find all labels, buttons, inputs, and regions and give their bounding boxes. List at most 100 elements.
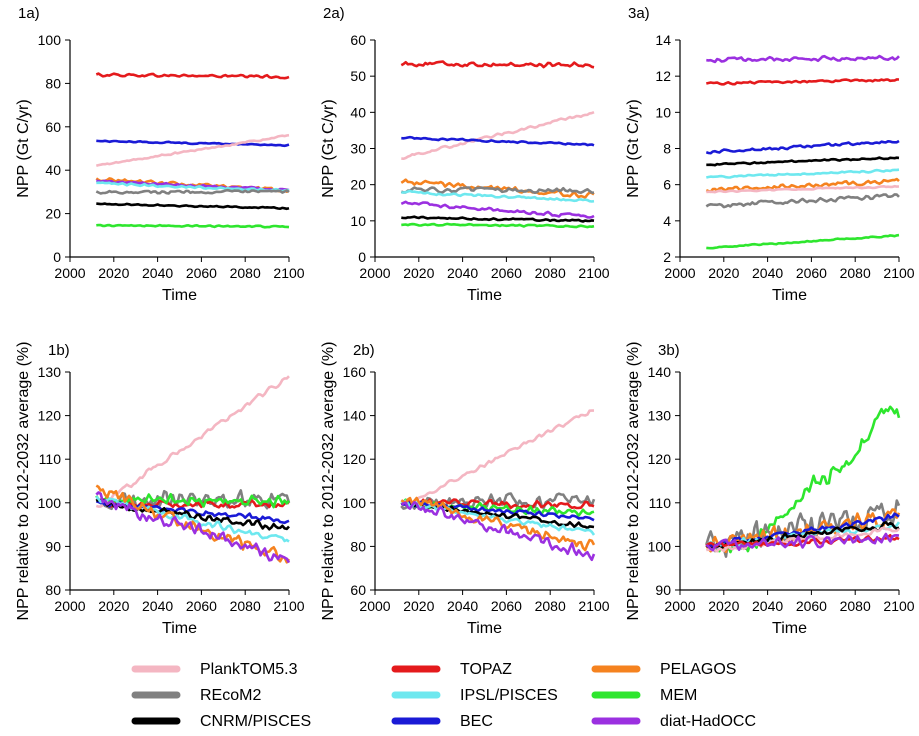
series-line-ipsl-pisces — [401, 189, 595, 203]
series-line-bec — [705, 139, 900, 155]
legend: PlankTOM5.3 TOPAZ PELAGOS REcoM2 IPSL/PISCES… — [131, 661, 756, 730]
x-tick-label: 2100 — [578, 265, 609, 281]
y-tick-label: 60 — [350, 32, 366, 48]
x-tick-label: 2000 — [359, 265, 390, 281]
series-line-planktom5-3 — [95, 133, 290, 167]
series-line-topaz — [400, 60, 595, 69]
y-tick-label: 100 — [343, 495, 367, 511]
x-tick-label: 2060 — [796, 265, 827, 281]
y-tick-label: 110 — [649, 495, 672, 511]
y-tick-label: 160 — [343, 364, 367, 380]
panel-2a: 2a) 0 10 20 30 40 50 60 2000 2020 2040 2060 2080 2100… — [320, 5, 610, 304]
x-tick-label: 2000 — [54, 598, 85, 614]
y-tick-label: 100 — [38, 32, 62, 48]
y-tick-label: 50 — [350, 68, 366, 84]
x-tick-label: 2060 — [186, 265, 217, 281]
y-tick-label: 80 — [45, 75, 61, 91]
y-tick-label: 60 — [45, 119, 61, 135]
series-line-diat-hadocc — [705, 532, 900, 552]
panel-1b: 1b) 80 90 100 110 120 130 2000 2020 2040 2060 2080 2… — [15, 342, 305, 637]
legend-label-diat-hadocc: diat-HadOCC — [660, 713, 756, 730]
y-tick-label: 8 — [663, 141, 671, 157]
y-tick-label: 80 — [350, 538, 366, 554]
y-tick-label: 6 — [663, 177, 671, 193]
y-tick-label: 140 — [648, 364, 672, 380]
x-tick-label: 2040 — [447, 265, 478, 281]
series-line-mem — [96, 223, 290, 229]
series-line-ipsl-pisces — [706, 168, 900, 179]
y-axis-label: NPP relative to 2012-2032 average (%) — [15, 342, 32, 621]
x-tick-label: 2080 — [535, 265, 566, 281]
y-tick-label: 20 — [45, 206, 61, 222]
x-tick-label: 2040 — [447, 598, 478, 614]
panel-label: 1b) — [48, 342, 70, 359]
x-tick-label: 2100 — [273, 598, 304, 614]
panel-3b: 3b) 90 100 110 120 130 140 2000 2020 2040 2060 2080… — [625, 342, 915, 637]
x-tick-label: 2080 — [230, 598, 261, 614]
series-line-diat-hadocc — [400, 200, 595, 219]
y-axis-label: NPP (Gt C/yr) — [625, 99, 642, 197]
x-tick-label: 2080 — [230, 265, 261, 281]
x-tick-label: 2040 — [142, 598, 173, 614]
series-line-ipsl-pisces — [705, 521, 901, 549]
series-line-ipsl-pisces — [96, 181, 289, 193]
y-tick-label: 110 — [39, 451, 62, 467]
legend-label-planktom5-3: PlankTOM5.3 — [200, 661, 298, 678]
x-tick-label: 2000 — [54, 265, 85, 281]
y-tick-label: 90 — [655, 582, 671, 598]
x-tick-label: 2000 — [359, 598, 390, 614]
series-line-bec — [96, 139, 290, 148]
series-line-mem — [401, 222, 595, 229]
y-tick-label: 4 — [663, 213, 671, 229]
y-tick-label: 60 — [350, 582, 366, 598]
series-line-topaz — [95, 72, 290, 80]
x-tick-label: 2040 — [752, 265, 783, 281]
x-tick-label: 2080 — [840, 598, 871, 614]
panel-label: 3a) — [628, 5, 650, 22]
x-axis-label: Time — [772, 287, 807, 304]
series-line-recom2 — [705, 193, 900, 209]
legend-label-mem: MEM — [660, 687, 697, 704]
x-axis-label: Time — [772, 620, 807, 637]
x-tick-label: 2060 — [491, 598, 522, 614]
series-line-planktom5-3 — [706, 184, 900, 194]
series-line-diat-hadocc — [706, 54, 900, 64]
y-tick-label: 12 — [655, 68, 671, 84]
y-tick-label: 0 — [358, 249, 366, 265]
y-tick-label: 14 — [655, 32, 671, 48]
series-line-planktom5-3 — [400, 409, 594, 510]
x-tick-label: 2000 — [664, 598, 695, 614]
series-line-recom2 — [400, 186, 595, 194]
x-tick-label: 2020 — [403, 265, 434, 281]
series-line-mem — [95, 492, 290, 509]
legend-label-cnrm-pisces: CNRM/PISCES — [200, 713, 311, 730]
x-tick-label: 2080 — [840, 265, 871, 281]
y-tick-label: 100 — [38, 495, 62, 511]
y-axis-label: NPP relative to 2012-2032 average (%) — [625, 342, 642, 621]
legend-label-recom2: REcoM2 — [200, 687, 261, 704]
series-line-pelagos — [400, 496, 596, 552]
y-tick-label: 130 — [38, 364, 62, 380]
y-tick-label: 120 — [343, 451, 367, 467]
x-axis-label: Time — [162, 287, 197, 304]
y-tick-label: 90 — [45, 538, 61, 554]
legend-label-pelagos: PELAGOS — [660, 661, 736, 678]
x-tick-label: 2000 — [664, 265, 695, 281]
x-tick-label: 2060 — [186, 598, 217, 614]
x-axis-label: Time — [467, 287, 502, 304]
y-tick-label: 140 — [343, 408, 367, 424]
y-tick-label: 120 — [38, 408, 62, 424]
x-axis-label: Time — [162, 620, 197, 637]
y-tick-label: 80 — [45, 582, 61, 598]
series-line-bec — [401, 135, 595, 147]
legend-label-topaz: TOPAZ — [460, 661, 512, 678]
legend-label-ipsl-pisces: IPSL/PISCES — [460, 687, 558, 704]
panel-2b: 2b) 60 80 100 120 140 160 2000 2020 2040 2060 2080 2… — [320, 342, 610, 637]
x-tick-label: 2060 — [491, 265, 522, 281]
x-tick-label: 2100 — [883, 265, 914, 281]
panel-label: 3b) — [658, 342, 680, 359]
y-tick-label: 30 — [350, 141, 366, 157]
series-line-pelagos — [400, 178, 595, 199]
x-axis-label: Time — [467, 620, 502, 637]
x-tick-label: 2060 — [796, 598, 827, 614]
